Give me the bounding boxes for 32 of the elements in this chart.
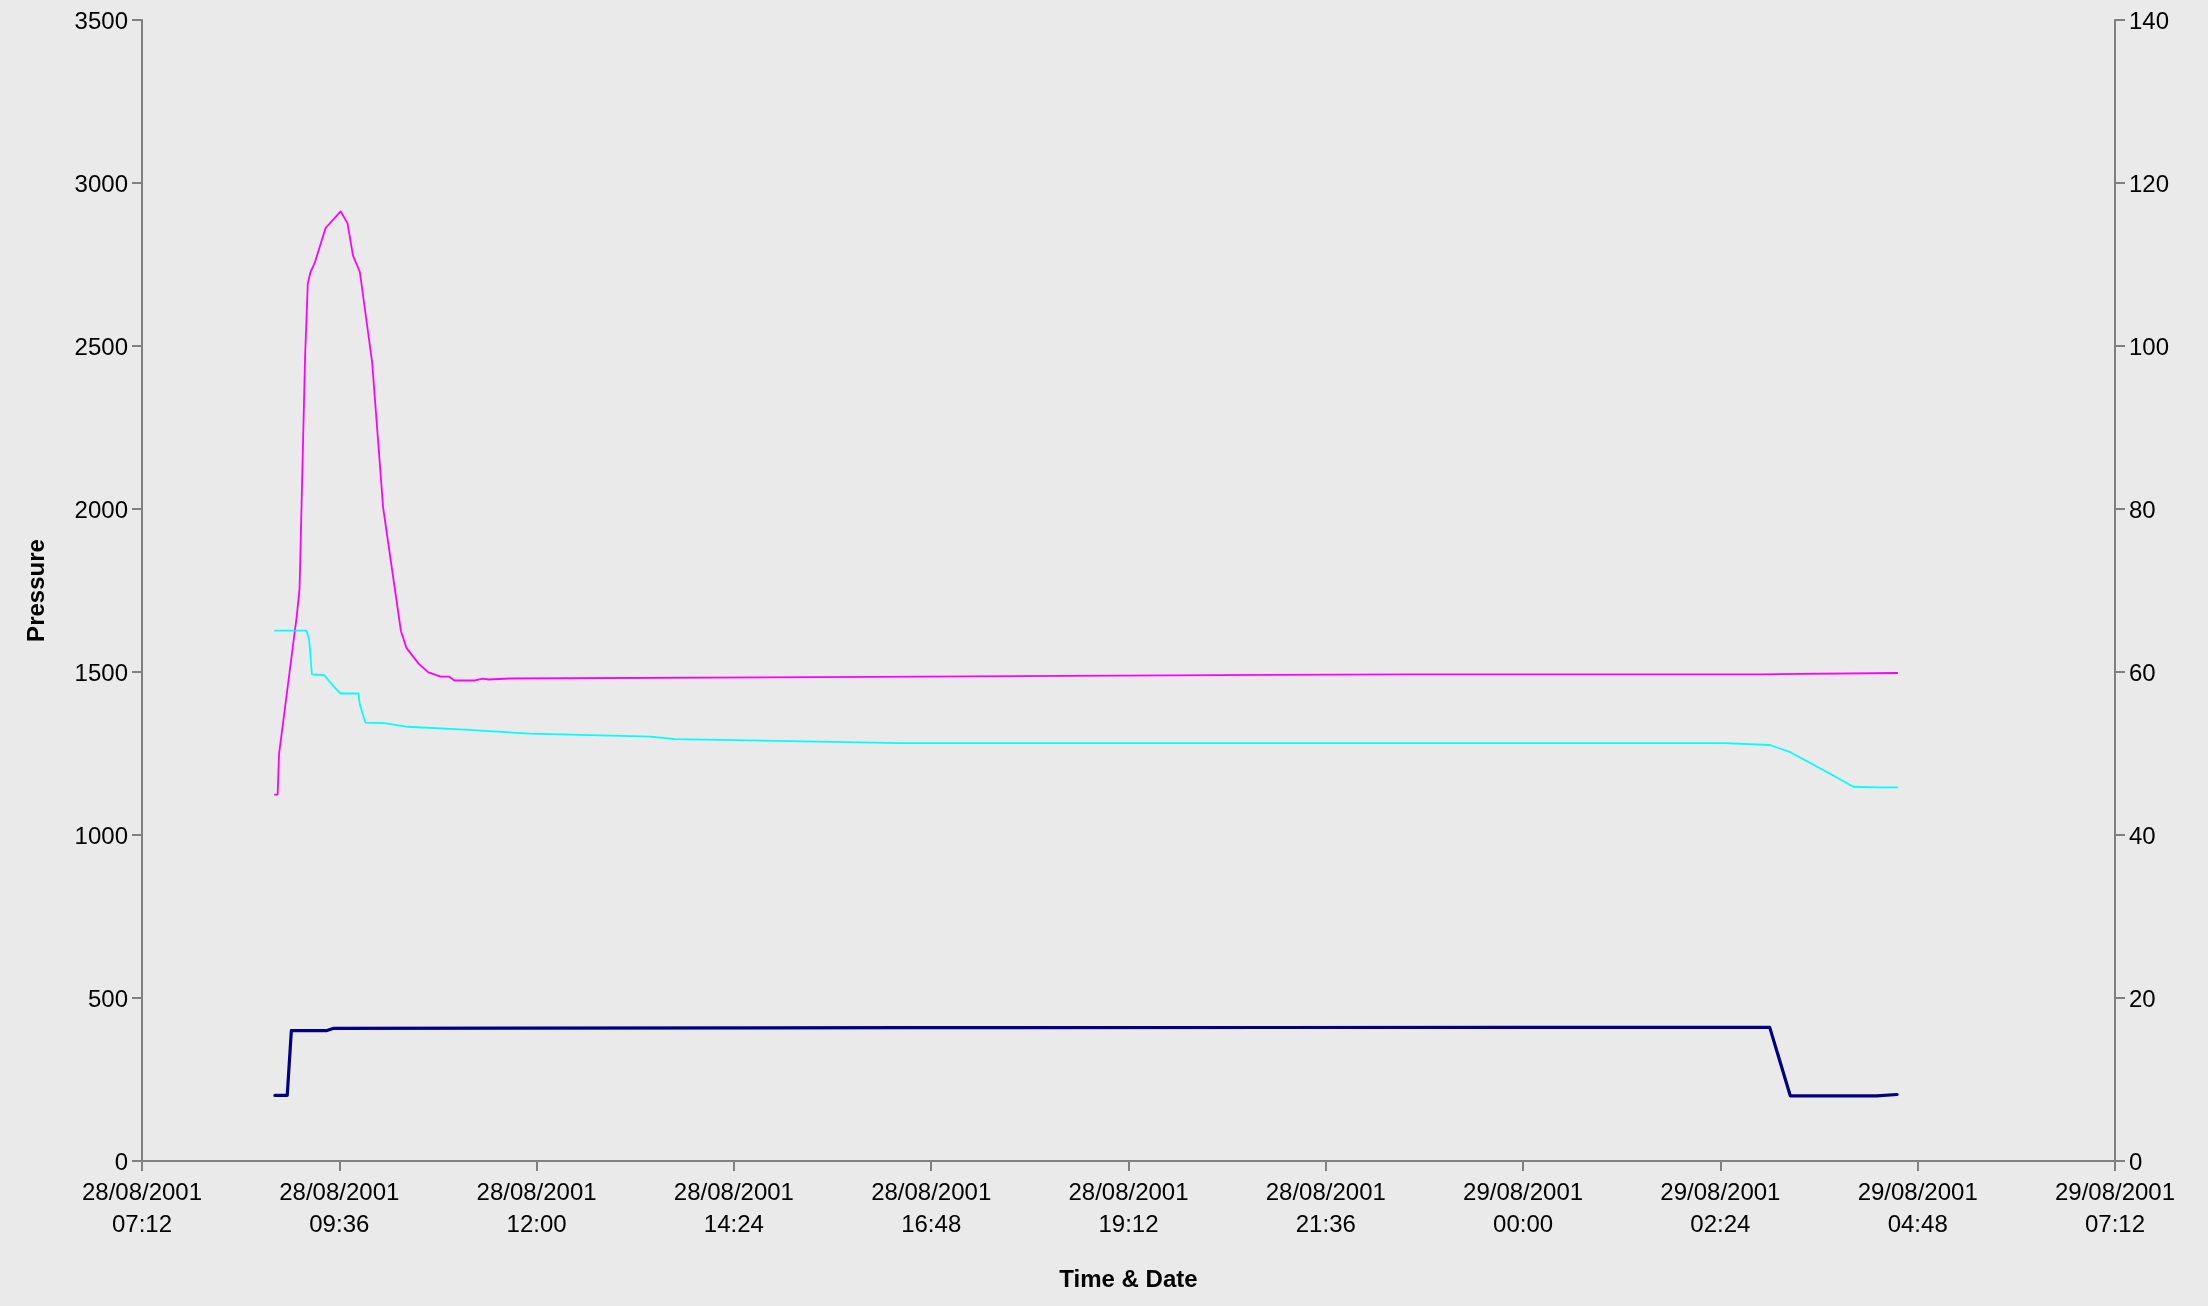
- y2-tick-label: 60: [2129, 658, 2156, 686]
- y2-tick-label: 120: [2129, 169, 2170, 197]
- x-tick-label: 29/08/2001 07:12: [2054, 1177, 2176, 1237]
- y2-tick-label: 20: [2129, 984, 2156, 1012]
- y2-tick-label: 0: [2129, 1147, 2143, 1175]
- x-tick-label: 28/08/2001 12:00: [476, 1177, 597, 1237]
- y-tick-label: 2000: [74, 495, 128, 523]
- y-tick-label: 3000: [74, 169, 128, 197]
- x-tick-label: 28/08/2001 19:12: [1068, 1177, 1189, 1237]
- y2-tick-label: 40: [2129, 821, 2156, 849]
- y2-tick-label: 140: [2129, 6, 2170, 34]
- y-tick-label: 1000: [74, 821, 128, 849]
- x-tick-label: 29/08/2001 02:24: [1660, 1177, 1781, 1237]
- x-tick-label: 28/08/2001 16:48: [871, 1177, 992, 1237]
- y-tick-label: 2500: [74, 332, 128, 360]
- y2-tick-label: 100: [2129, 332, 2170, 360]
- y2-tick-label: 80: [2129, 495, 2156, 523]
- x-tick-label: 28/08/2001 14:24: [673, 1177, 794, 1237]
- x-tick-label: 29/08/2001 04:48: [1857, 1177, 1978, 1237]
- x-tick-label: 28/08/2001 07:12: [81, 1177, 203, 1237]
- y-tick-label: 3500: [74, 6, 128, 34]
- line-series: [274, 210, 1899, 796]
- x-tick-label: 29/08/2001 00:00: [1463, 1177, 1584, 1237]
- line-series: [273, 1025, 1899, 1098]
- y-tick-label: 0: [114, 1147, 128, 1175]
- x-tick-label: 28/08/2001 21:36: [1265, 1177, 1386, 1237]
- y-tick-label: 1500: [74, 658, 128, 686]
- y-axis-title: Pressure: [21, 539, 49, 642]
- y-tick-label: 500: [87, 984, 128, 1012]
- line-series: [274, 629, 1899, 789]
- x-axis-title: Time & Date: [1059, 1264, 1198, 1292]
- x-tick-label: 28/08/2001 09:36: [279, 1177, 400, 1237]
